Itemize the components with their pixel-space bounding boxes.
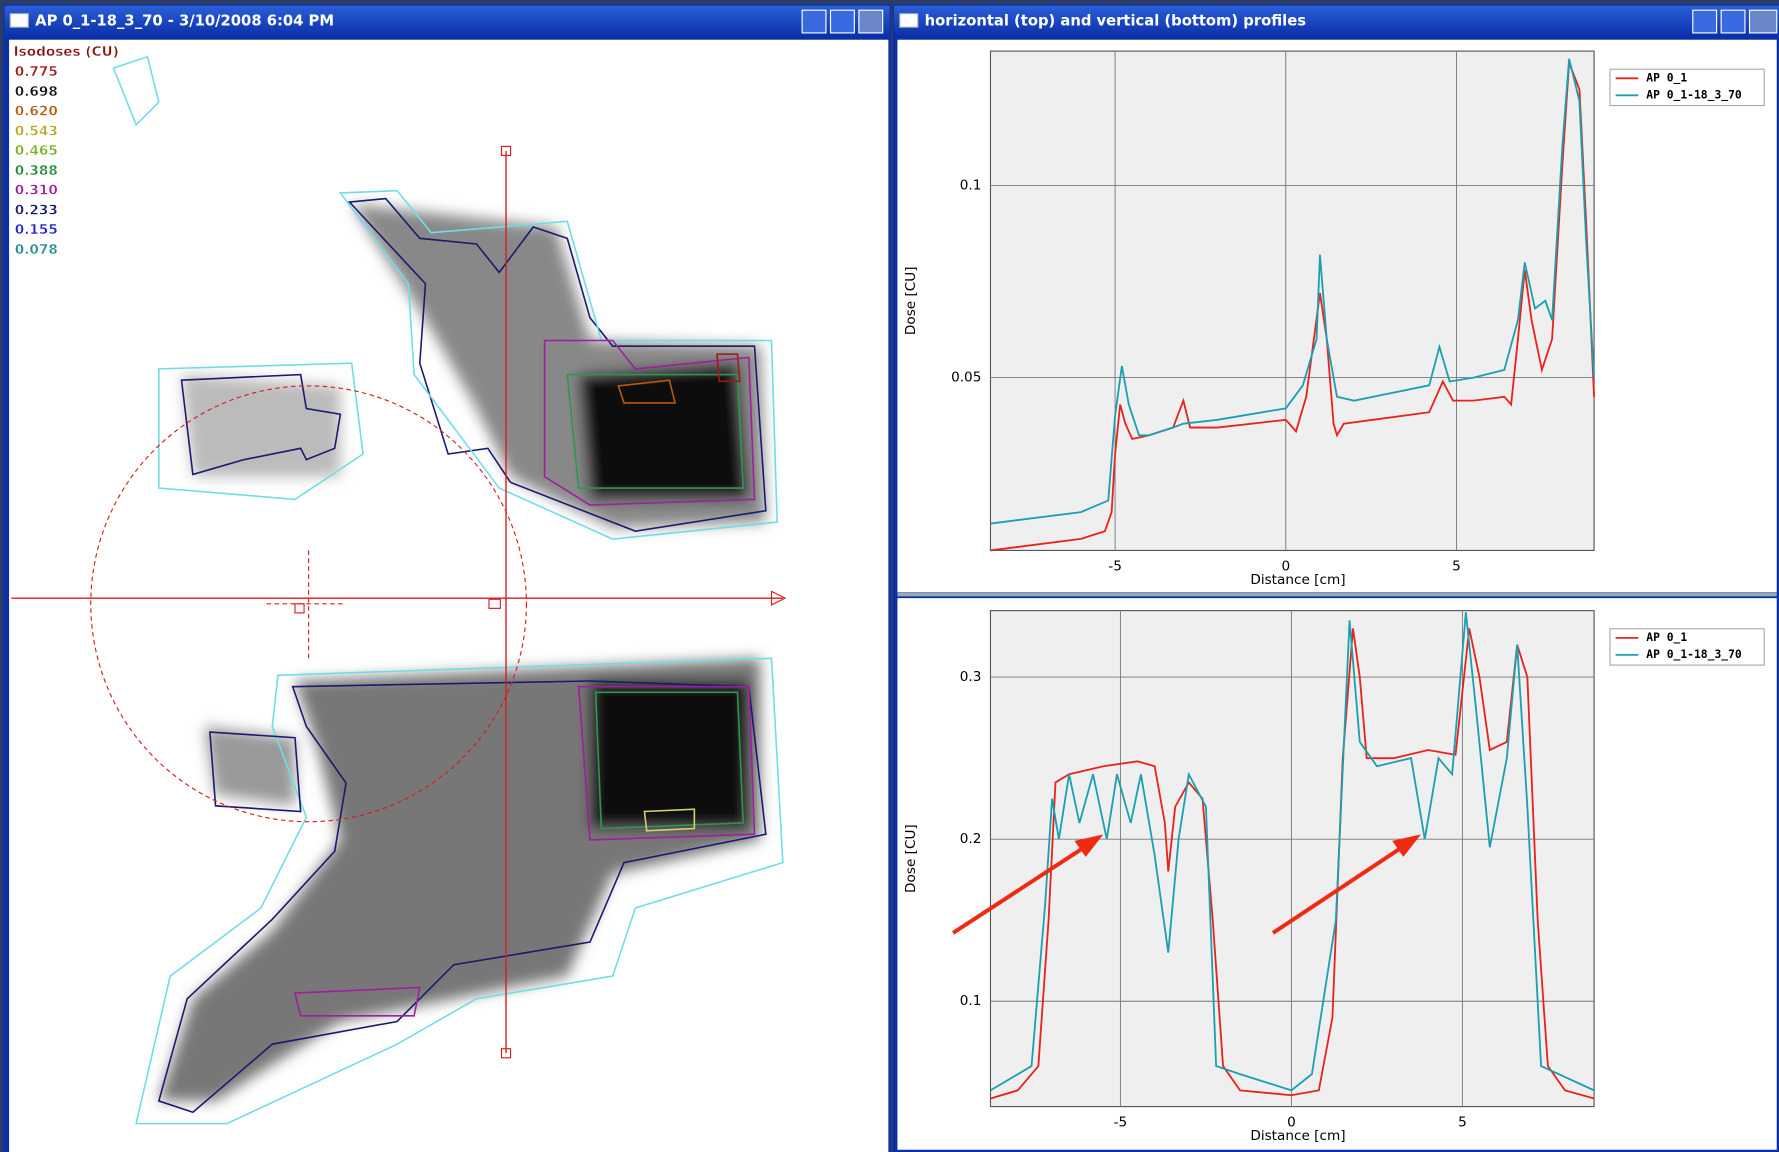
isodose-label: 0.775 [15, 64, 58, 80]
close-button[interactable] [859, 10, 883, 33]
window-buttons[interactable] [1693, 10, 1777, 33]
isodose-title: Isodoses (CU) [14, 44, 119, 60]
isodose-label: 0.543 [15, 123, 58, 139]
legend-label: AP 0_1 [1646, 630, 1687, 644]
y-axis-label: Dose [CU] [903, 824, 919, 893]
x-axis-label: Distance [cm] [1250, 1128, 1345, 1144]
y-tick-label: 0.1 [960, 993, 982, 1009]
x-tick-label: -5 [1114, 1114, 1128, 1130]
legend-label: AP 0_1-18_3_70 [1646, 87, 1742, 101]
window-icon [900, 14, 918, 28]
x-tick-label: 5 [1458, 1114, 1467, 1130]
isodose-label: 0.233 [15, 202, 58, 218]
isodose-label: 0.465 [15, 143, 58, 159]
plot-area [990, 611, 1594, 1107]
legend-label: AP 0_1-18_3_70 [1646, 647, 1742, 661]
y-tick-label: 0.1 [960, 178, 982, 194]
maximize-button[interactable] [1721, 10, 1745, 33]
y-axis-label: Dose [CU] [903, 266, 919, 335]
minimize-button[interactable] [802, 10, 826, 33]
x-tick-label: 5 [1452, 558, 1461, 574]
window-title: horizontal (top) and vertical (bottom) p… [925, 13, 1307, 30]
isodose-label: 0.620 [15, 104, 58, 120]
legend-label: AP 0_1 [1646, 70, 1687, 84]
isodose-label: 0.155 [15, 222, 58, 238]
close-button[interactable] [1750, 10, 1777, 33]
isodose-label: 0.310 [15, 183, 58, 199]
x-tick-label: -5 [1108, 558, 1122, 574]
isodose-label: 0.388 [15, 163, 58, 179]
y-tick-label: 0.05 [951, 370, 981, 386]
isodose-label: 0.078 [15, 242, 58, 258]
x-axis-label: Distance [cm] [1250, 572, 1345, 588]
window-buttons[interactable] [802, 10, 883, 33]
maximize-button[interactable] [831, 10, 855, 33]
page: {"windows": { "left": {"title": "AP 0_1-… [0, 0, 1779, 1152]
y-tick-label: 0.3 [960, 669, 982, 685]
y-tick-label: 0.2 [960, 831, 982, 847]
left-window: AP 0_1-18_3_70 - 3/10/2008 6:04 PM [3, 5, 890, 1152]
plot-area [990, 51, 1594, 550]
screen: AP 0_1-18_3_70 - 3/10/2008 6:04 PM [0, 0, 1779, 1152]
minimize-button[interactable] [1693, 10, 1717, 33]
isodose-label: 0.698 [15, 84, 58, 100]
window-title: AP 0_1-18_3_70 - 3/10/2008 6:04 PM [35, 13, 334, 30]
window-icon [10, 14, 28, 28]
